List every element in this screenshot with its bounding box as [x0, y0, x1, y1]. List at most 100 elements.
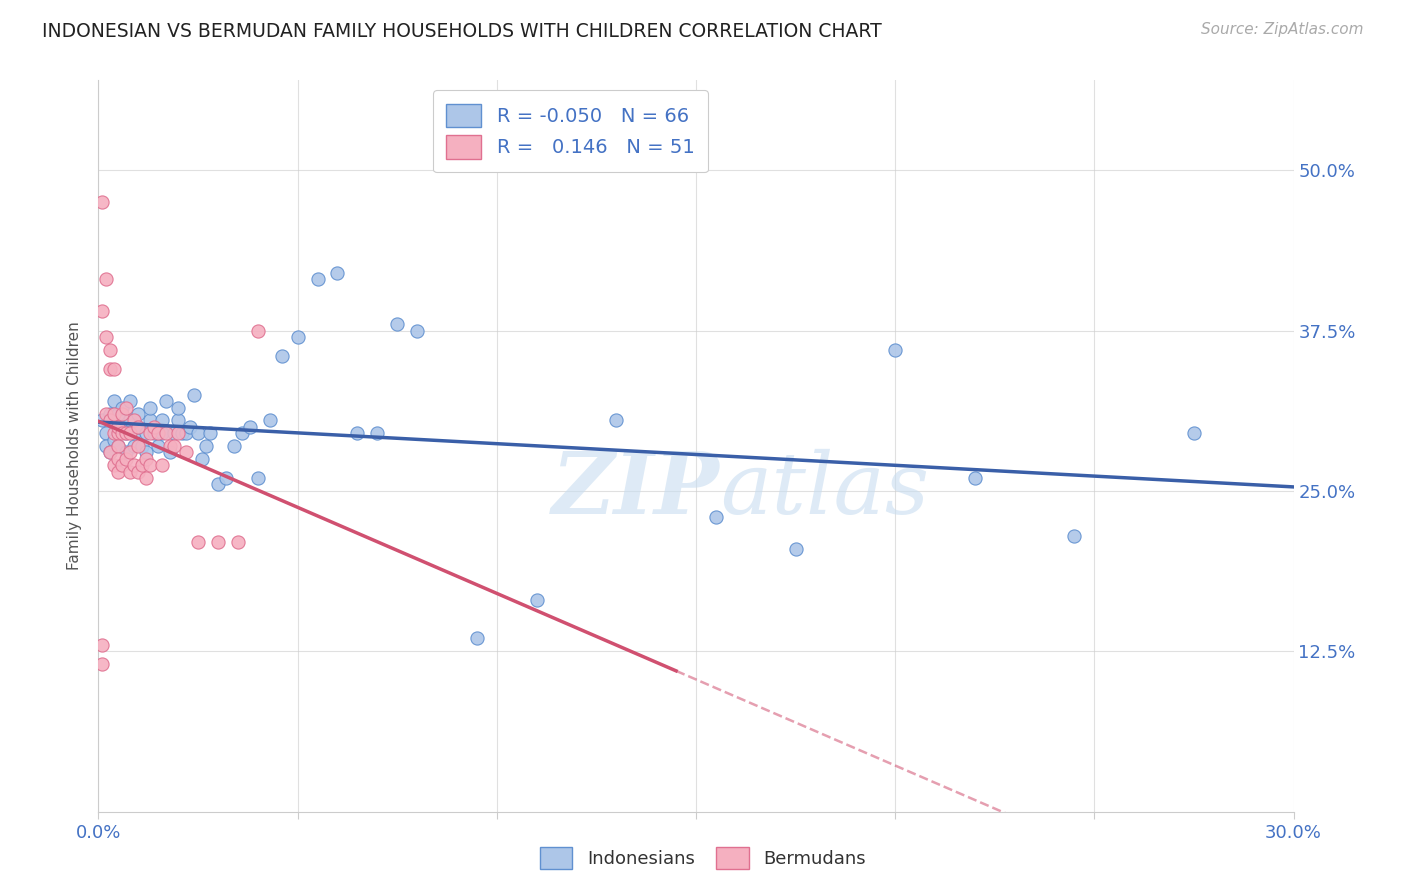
Point [135, 445, 157, 459]
Point [120, 413, 142, 427]
Point [98, 445, 122, 459]
Point [103, 433, 125, 447]
Point [385, 317, 409, 331]
Point [115, 426, 138, 441]
Point [131, 439, 153, 453]
Point [1063, 529, 1085, 543]
Point [96, 272, 118, 286]
Point [127, 419, 149, 434]
Point [111, 426, 134, 441]
Point [107, 426, 129, 441]
Point [127, 419, 149, 434]
Point [96, 439, 118, 453]
Point [239, 419, 262, 434]
Point [127, 465, 149, 479]
Point [139, 401, 162, 415]
Text: Source: ZipAtlas.com: Source: ZipAtlas.com [1201, 22, 1364, 37]
Point [150, 426, 173, 441]
Point [884, 343, 907, 357]
Point [198, 426, 221, 441]
Point [1182, 426, 1205, 441]
Point [143, 426, 166, 441]
Point [107, 426, 129, 441]
Point [111, 407, 134, 421]
Point [231, 426, 253, 441]
Point [704, 509, 727, 524]
Point [159, 439, 181, 453]
Point [135, 426, 157, 441]
Point [785, 541, 807, 556]
Point [120, 426, 142, 441]
Point [465, 632, 488, 646]
Point [143, 419, 166, 434]
Text: ZIP: ZIP [553, 448, 720, 532]
Point [167, 401, 190, 415]
Point [107, 439, 129, 453]
Point [163, 439, 186, 453]
Point [107, 451, 129, 466]
Point [96, 407, 118, 421]
Point [103, 394, 125, 409]
Point [326, 266, 349, 280]
Point [287, 330, 309, 344]
Point [135, 451, 157, 466]
Y-axis label: Family Households with Children: Family Households with Children [67, 322, 83, 570]
Point [103, 362, 125, 376]
Point [98, 362, 122, 376]
Point [246, 471, 269, 485]
Point [207, 477, 229, 491]
Point [207, 535, 229, 549]
Point [96, 330, 118, 344]
Point [91, 413, 114, 427]
Point [183, 387, 205, 401]
Point [98, 445, 122, 459]
Point [172, 426, 194, 441]
Text: atlas: atlas [720, 449, 929, 532]
Point [215, 471, 238, 485]
Point [346, 426, 368, 441]
Point [91, 657, 114, 672]
Point [107, 419, 129, 434]
Legend: R = -0.050   N = 66, R =   0.146   N = 51: R = -0.050 N = 66, R = 0.146 N = 51 [433, 90, 709, 172]
Point [96, 426, 118, 441]
Point [226, 535, 249, 549]
Point [191, 451, 214, 466]
Point [148, 426, 170, 441]
Point [120, 394, 142, 409]
Point [135, 471, 157, 485]
Point [167, 413, 190, 427]
Point [111, 419, 134, 434]
Point [605, 413, 627, 427]
Point [124, 413, 146, 427]
Point [91, 195, 114, 210]
Point [115, 426, 138, 441]
Point [131, 458, 153, 473]
Legend: Indonesians, Bermudans: Indonesians, Bermudans [531, 838, 875, 879]
Point [91, 638, 114, 652]
Point [103, 407, 125, 421]
Point [187, 426, 209, 441]
Point [91, 304, 114, 318]
Point [98, 343, 122, 357]
Point [195, 439, 218, 453]
Point [526, 593, 548, 607]
Point [174, 445, 197, 459]
Point [139, 426, 162, 441]
Point [115, 401, 138, 415]
Point [127, 407, 149, 421]
Point [124, 458, 146, 473]
Point [107, 407, 129, 421]
Point [155, 394, 177, 409]
Point [127, 439, 149, 453]
Point [107, 439, 129, 453]
Point [259, 413, 281, 427]
Point [270, 349, 292, 363]
Point [107, 465, 129, 479]
Point [187, 535, 209, 549]
Point [150, 458, 173, 473]
Point [98, 407, 122, 421]
Point [167, 426, 190, 441]
Point [179, 419, 201, 434]
Point [103, 458, 125, 473]
Point [963, 471, 986, 485]
